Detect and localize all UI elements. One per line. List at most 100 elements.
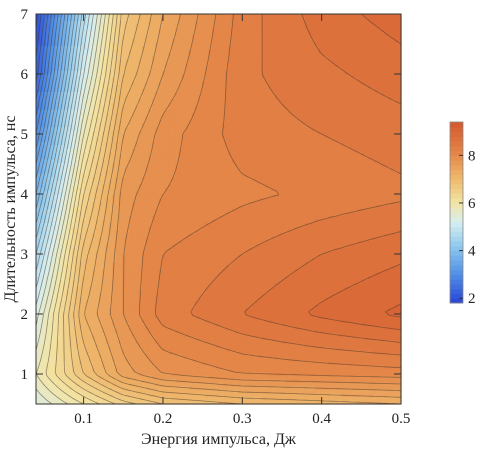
contour-cell (195, 14, 200, 19)
contour-cell (55, 49, 60, 54)
contour-cell (274, 63, 279, 68)
contour-cell (215, 49, 220, 54)
contour-cell (102, 31, 107, 36)
contour-cell (172, 35, 176, 40)
contour-cell (205, 49, 210, 54)
contour-cell (324, 70, 329, 75)
contour-cell (208, 63, 213, 68)
contour-cell (274, 28, 279, 33)
contour-cell (255, 53, 259, 58)
contour-cell (165, 42, 170, 47)
contour-cell (381, 74, 386, 79)
contour-cell (271, 60, 276, 65)
contour-cell (105, 81, 110, 86)
contour-cell (175, 35, 180, 40)
contour-cell (278, 42, 283, 47)
contour-cell (45, 31, 50, 36)
contour-cell (162, 21, 167, 26)
contour-cell (391, 92, 395, 97)
contour-cell (85, 38, 90, 43)
contour-cell (371, 102, 376, 107)
contour-cell (182, 70, 186, 75)
contour-cell (271, 14, 276, 19)
contour-cell (377, 84, 382, 90)
contour-cell (75, 38, 80, 43)
contour-cell (191, 99, 196, 104)
contour-cell (344, 60, 349, 65)
contour-cell (145, 81, 150, 86)
contour-cell (301, 92, 306, 97)
contour-cell (328, 67, 332, 72)
contour-cell (271, 21, 276, 26)
contour-cell (314, 84, 319, 90)
contour-cell (241, 77, 246, 82)
contour-cell (248, 38, 253, 43)
contour-cell (39, 24, 44, 29)
contour-cell (128, 70, 133, 75)
contour-cell (304, 45, 309, 51)
contour-cell (357, 38, 362, 43)
contour-cell (284, 77, 289, 82)
contour-cell (36, 31, 40, 36)
contour-cell (162, 38, 167, 43)
contour-cell (182, 17, 186, 22)
contour-cell (344, 99, 349, 104)
contour-cell (278, 38, 283, 43)
contour-cell (347, 17, 352, 22)
contour-cell (62, 56, 67, 61)
contour-cell (182, 84, 186, 90)
contour-cell (82, 77, 87, 82)
contour-cell (165, 95, 170, 100)
contour-cell (118, 35, 123, 40)
contour-cell (82, 35, 87, 40)
contour-cell (185, 31, 190, 36)
contour-cell (238, 74, 243, 79)
contour-cell (268, 67, 273, 72)
contour-cell (191, 45, 196, 51)
contour-cell (331, 63, 336, 68)
contour-cell (39, 81, 44, 86)
contour-cell (215, 31, 220, 36)
contour-cell (334, 60, 339, 65)
contour-cell (145, 24, 150, 29)
contour-cell (132, 56, 137, 61)
contour-cell (238, 38, 243, 43)
contour-cell (191, 63, 196, 68)
contour-cell (191, 84, 196, 90)
contour-cell (374, 35, 379, 40)
contour-cell (82, 81, 87, 86)
contour-cell (158, 99, 163, 104)
contour-cell (92, 70, 97, 75)
contour-cell (351, 56, 356, 61)
contour-cell (387, 88, 392, 93)
contour-cell (347, 21, 352, 26)
contour-cell (337, 67, 342, 72)
contour-cell (361, 95, 366, 100)
contour-cell (321, 21, 326, 26)
contour-cell (55, 92, 60, 97)
contour-cell (228, 84, 233, 90)
contour-cell (36, 63, 40, 68)
contour-cell (391, 102, 395, 107)
contour-cell (397, 24, 402, 29)
contour-cell (215, 53, 220, 58)
contour-cell (341, 95, 346, 100)
contour-cell (92, 38, 97, 43)
contour-cell (172, 28, 176, 33)
contour-cell (125, 53, 130, 58)
contour-cell (148, 45, 153, 51)
contour-cell (261, 95, 266, 100)
contour-cell (132, 45, 137, 51)
contour-cell (328, 84, 332, 90)
contour-cell (328, 14, 332, 19)
contour-cell (211, 92, 216, 97)
contour-cell (301, 35, 306, 40)
contour-cell (49, 102, 54, 107)
contour-cell (142, 17, 147, 22)
contour-cell (328, 81, 332, 86)
contour-cell (324, 24, 329, 29)
contour-cell (135, 28, 140, 33)
contour-cell (198, 84, 203, 90)
contour-cell (377, 14, 382, 19)
plot-area (35, 13, 402, 405)
